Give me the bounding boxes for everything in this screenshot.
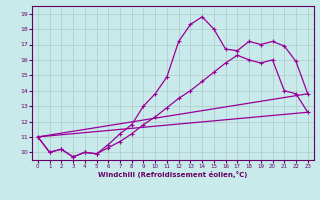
X-axis label: Windchill (Refroidissement éolien,°C): Windchill (Refroidissement éolien,°C) xyxy=(98,171,247,178)
